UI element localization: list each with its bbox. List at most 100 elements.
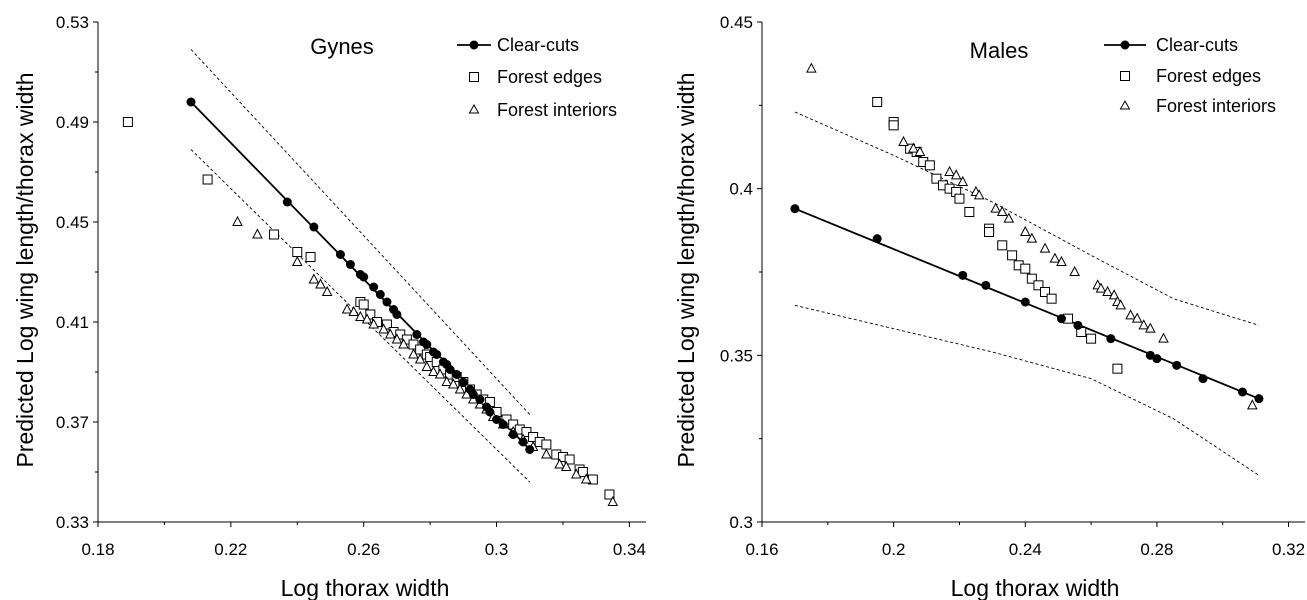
gynes-legend-forest-edges: Forest edges xyxy=(497,67,602,87)
clear-cuts-point xyxy=(1056,314,1066,324)
clear-cuts-point xyxy=(375,290,385,299)
forest-edges-point xyxy=(292,247,303,257)
gynes-x-tick-label: 0.22 xyxy=(214,540,247,559)
clear-cuts-point xyxy=(468,390,478,399)
forest-interiors-point xyxy=(908,142,919,153)
forest-interiors-point xyxy=(348,305,360,316)
males-legend-forest-interiors: Forest interiors xyxy=(1156,96,1276,116)
males-x-tick-label: 0.16 xyxy=(745,540,778,559)
forest-edges-point xyxy=(924,160,935,171)
forest-interiors-point xyxy=(1049,252,1061,263)
forest-interiors-point xyxy=(580,473,592,484)
males-panel: Predicted Log wing length/thorax width L… xyxy=(673,13,1305,600)
males-panel-title: Males xyxy=(970,38,1029,63)
forest-interiors-point xyxy=(914,145,926,156)
males-ci-lower xyxy=(794,304,1260,476)
gynes-x-tick-label: 0.3 xyxy=(485,540,509,559)
clear-cuts-point xyxy=(1237,387,1247,397)
males-legend: Clear-cuts Forest edges Forest interiors xyxy=(1104,35,1276,116)
clear-cuts-point xyxy=(1198,374,1208,384)
clear-cuts-point xyxy=(345,260,355,269)
forest-edges-point xyxy=(1112,363,1123,374)
clear-cuts-point xyxy=(359,272,369,282)
males-x-axis-title: Log thorax width xyxy=(951,575,1120,600)
forest-interiors-point xyxy=(448,378,459,389)
males-ci-upper xyxy=(794,111,1260,326)
gynes-x-axis-title: Log thorax width xyxy=(281,575,450,600)
clear-cuts-point xyxy=(475,395,485,404)
forest-edges-point xyxy=(358,299,369,310)
forest-interiors-point xyxy=(428,365,439,376)
clear-cuts-point xyxy=(186,97,196,107)
forest-interiors-point xyxy=(1069,265,1080,276)
forest-edges-point xyxy=(872,97,883,107)
forest-interiors-point xyxy=(541,448,552,459)
gynes-legend: Clear-cuts Forest edges Forest interiors xyxy=(457,35,617,120)
forest-interiors-point xyxy=(806,62,817,73)
forest-edges-point xyxy=(997,240,1008,251)
clear-cuts-point xyxy=(872,234,882,244)
clear-cuts-point xyxy=(335,250,345,259)
forest-interiors-point xyxy=(1125,309,1136,320)
clear-cuts-point xyxy=(508,430,518,439)
clear-cuts-point xyxy=(1073,320,1083,330)
clear-cuts-point xyxy=(1106,334,1116,344)
clear-cuts-point xyxy=(452,370,462,379)
forest-interiors-point xyxy=(560,460,572,471)
gynes-x-tick-label: 0.26 xyxy=(347,540,380,559)
forest-interiors-point xyxy=(384,328,396,339)
forest-edges-point xyxy=(577,467,588,477)
clear-cuts-point xyxy=(1254,394,1264,404)
forest-edges-point xyxy=(604,489,615,500)
forest-edges-point xyxy=(1046,293,1057,304)
gynes-panel: Predicted Log wing length/thorax width L… xyxy=(12,13,646,600)
forest-interiors-point xyxy=(308,273,320,284)
forest-edges-point xyxy=(269,229,280,240)
gynes-series-forest-edges xyxy=(122,117,615,500)
clear-cuts-point xyxy=(445,365,455,374)
gynes-legend-forest-interiors: Forest interiors xyxy=(497,100,617,120)
forest-interiors-point xyxy=(232,215,243,226)
forest-edges-point xyxy=(984,227,995,237)
males-series-forest-edges xyxy=(872,97,1123,374)
forest-edges-point xyxy=(1086,333,1097,344)
gynes-y-tick-label: 0.37 xyxy=(56,413,89,432)
males-x-tick-label: 0.2 xyxy=(882,540,906,559)
forest-interiors-point xyxy=(1102,285,1113,296)
clear-cuts-point xyxy=(981,280,991,290)
males-plot-area: 0.3 0.35 0.4 0.45 0.16 0.2 0.24 0.28 0.32 xyxy=(720,13,1305,559)
forest-interiors-point xyxy=(1144,322,1156,333)
males-x-tick-label: 0.32 xyxy=(1272,540,1305,559)
males-x-tick-label: 0.24 xyxy=(1009,540,1042,559)
forest-edges-point xyxy=(888,120,899,131)
forest-edges-point xyxy=(1026,273,1037,284)
forest-interiors-point xyxy=(291,255,303,266)
forest-interiors-point xyxy=(1026,232,1038,243)
forest-interiors-point xyxy=(950,169,962,180)
forest-interiors-point xyxy=(378,323,389,334)
clear-cuts-point xyxy=(458,377,468,387)
males-x-tick-label: 0.28 xyxy=(1140,540,1173,559)
forest-interiors-point xyxy=(990,202,1001,213)
gynes-y-tick-label: 0.53 xyxy=(56,13,89,32)
forest-edges-point xyxy=(365,309,376,320)
forest-interiors-point xyxy=(1115,299,1127,310)
clear-cuts-point xyxy=(1172,360,1182,370)
forest-edges-point xyxy=(1033,280,1044,291)
clear-cuts-point xyxy=(309,222,319,232)
forest-interiors-point xyxy=(554,458,565,469)
clear-cuts-point xyxy=(369,282,379,292)
gynes-panel-title: Gynes xyxy=(310,34,374,59)
forest-interiors-point xyxy=(414,353,426,364)
forest-edges-point xyxy=(564,454,575,465)
forest-interiors-point xyxy=(434,368,446,379)
gynes-y-tick-label: 0.49 xyxy=(56,113,89,132)
forest-interiors-point xyxy=(1138,319,1150,330)
forest-interiors-point xyxy=(973,189,985,200)
clear-cuts-point xyxy=(412,330,422,339)
males-legend-forest-edges: Forest edges xyxy=(1156,66,1261,86)
forest-interiors-point xyxy=(996,205,1008,216)
forest-interiors-point xyxy=(315,278,326,289)
forest-interiors-point xyxy=(355,310,366,321)
